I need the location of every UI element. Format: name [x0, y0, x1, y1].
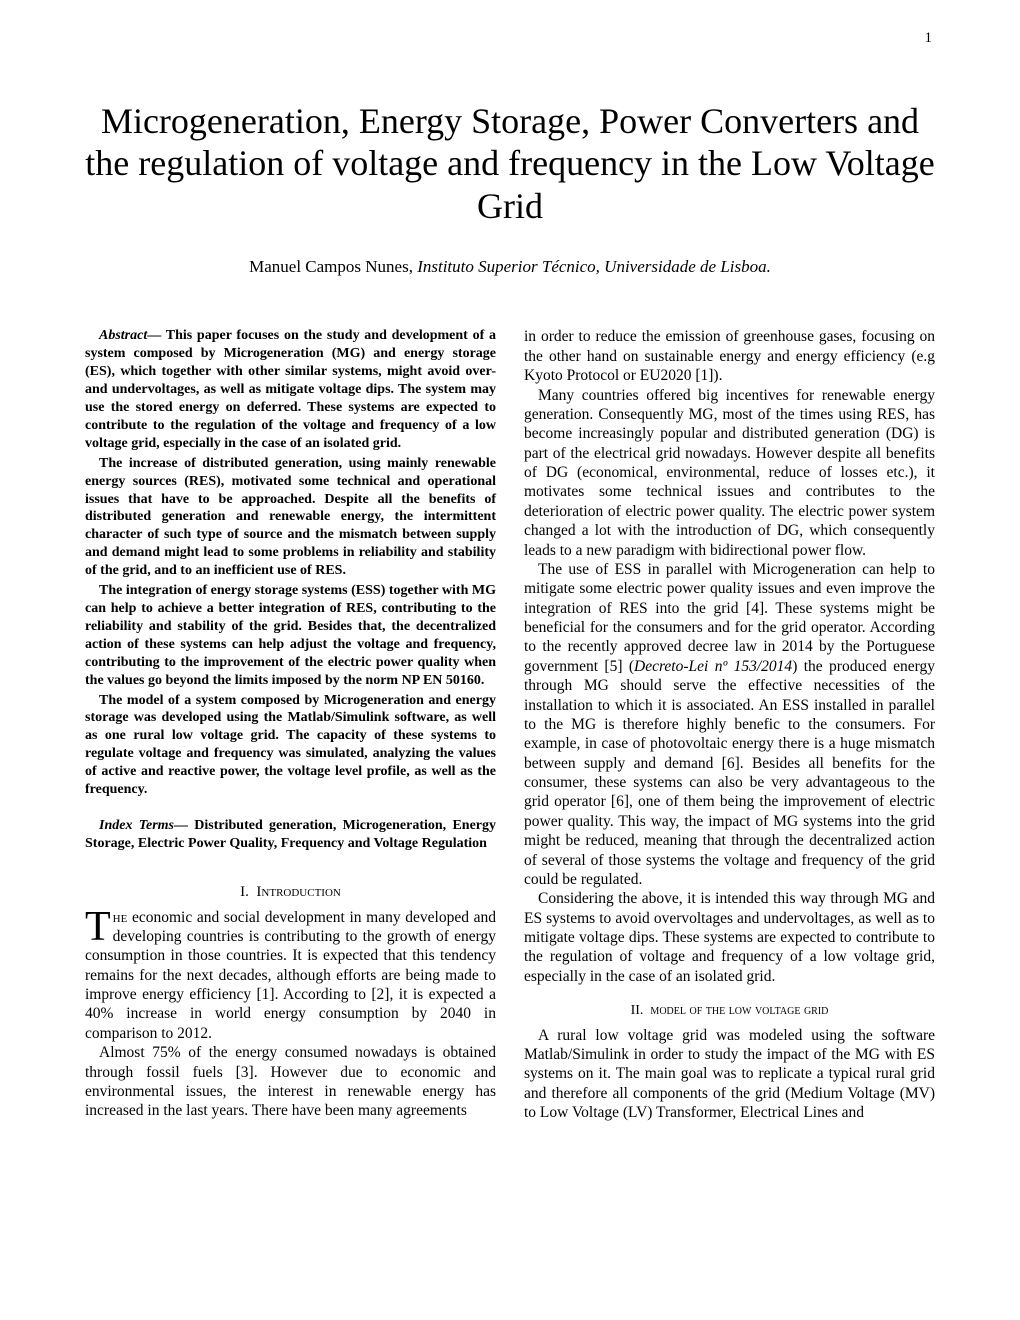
abstract-label: Abstract — [99, 328, 147, 343]
left-column: Abstract— This paper focuses on the stud… — [85, 327, 496, 1122]
intro-paragraph-2: Almost 75% of the energy consumed nowada… — [85, 1043, 496, 1121]
author-affiliation: Instituto Superior Técnico, Universidade… — [417, 257, 771, 276]
introduction-body: The economic and social development in m… — [85, 908, 496, 1121]
section-2-number: II. — [631, 1003, 644, 1018]
section-1-heading: I. Introduction — [85, 883, 496, 902]
decreto-lei-citation: Decreto-Lei nº 153/2014 — [634, 658, 792, 675]
section-2-title: model of the low voltage grid — [650, 1003, 828, 1018]
page: 1 Microgeneration, Energy Storage, Power… — [0, 0, 1020, 1320]
col2-paragraph-1: in order to reduce the emission of green… — [524, 327, 935, 385]
two-column-layout: Abstract— This paper focuses on the stud… — [85, 327, 935, 1122]
author-name: Manuel Campos Nunes, — [249, 257, 413, 276]
paper-title: Microgeneration, Energy Storage, Power C… — [85, 100, 935, 227]
index-terms-label: Index Terms — [99, 818, 174, 833]
abstract-paragraph-1: — This paper focuses on the study and de… — [85, 328, 496, 450]
abstract: Abstract— This paper focuses on the stud… — [85, 327, 496, 799]
dropcap: T — [85, 908, 113, 946]
col2-paragraph-2: Many countries offered big incentives fo… — [524, 386, 935, 560]
col2-paragraph-4: Considering the above, it is intended th… — [524, 889, 935, 986]
col2-paragraph-3b: ) the produced energy through MG should … — [524, 658, 935, 888]
abstract-paragraph-3: The integration of energy storage system… — [85, 582, 496, 689]
author-line: Manuel Campos Nunes, Instituto Superior … — [85, 257, 935, 277]
abstract-paragraph-4: The model of a system composed by Microg… — [85, 692, 496, 799]
section-2-paragraph-1: A rural low voltage grid was modeled usi… — [524, 1026, 935, 1123]
intro-paragraph-1: economic and social development in many … — [85, 909, 496, 1042]
intro-firstword: he — [113, 909, 128, 926]
section-1-number: I. — [240, 884, 249, 900]
abstract-paragraph-2: The increase of distributed generation, … — [85, 455, 496, 580]
right-column: in order to reduce the emission of green… — [524, 327, 935, 1122]
index-terms: Index Terms— Distributed generation, Mic… — [85, 817, 496, 853]
section-1-title: Introduction — [256, 884, 340, 900]
page-number: 1 — [925, 30, 933, 47]
section-2-heading: II. model of the low voltage grid — [524, 1002, 935, 1020]
